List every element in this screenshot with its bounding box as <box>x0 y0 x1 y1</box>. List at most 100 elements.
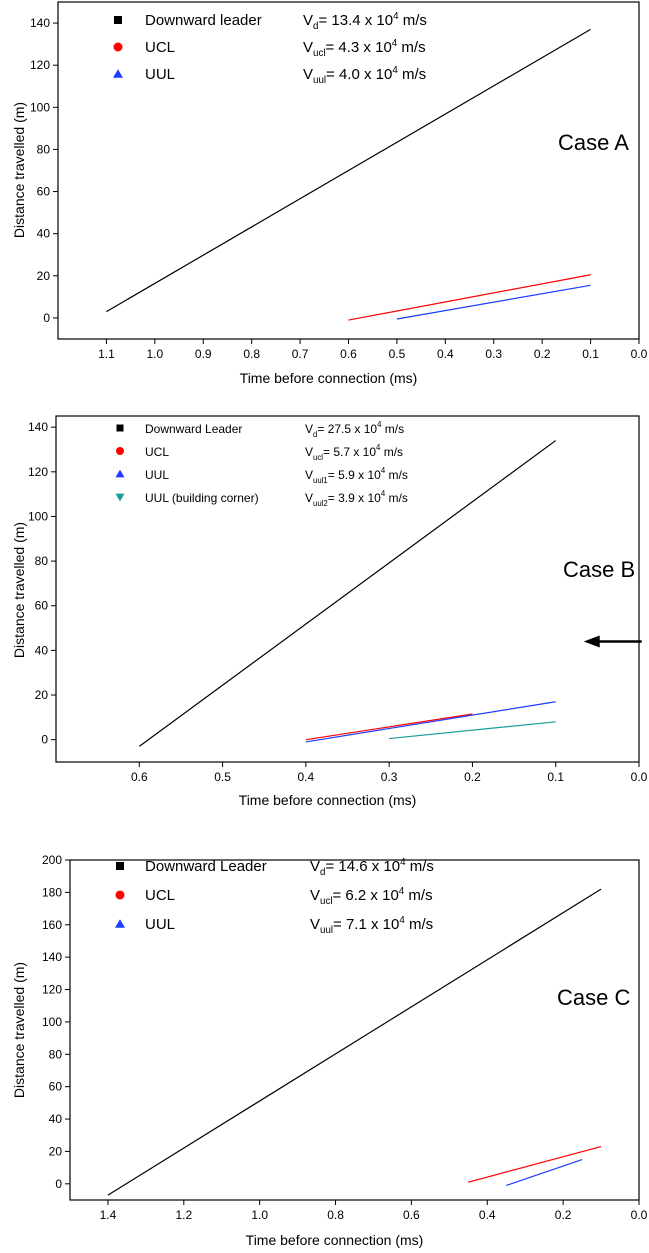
legend-marker <box>113 42 123 52</box>
x-tick-label: 0.5 <box>214 770 231 784</box>
legend-velocity: Vd= 13.4 x 104 m/s <box>303 11 427 32</box>
case-annotation: Case A <box>558 130 629 155</box>
legend-marker <box>116 424 124 432</box>
x-tick-label: 0.6 <box>131 770 148 784</box>
x-tick-label: 0.0 <box>631 1208 648 1222</box>
legend-marker <box>115 493 125 502</box>
x-tick-label: 1.2 <box>175 1208 192 1222</box>
legend-marker <box>113 69 123 78</box>
legend-label: UUL <box>145 66 175 83</box>
series-uul <box>396 284 591 320</box>
fit-line <box>506 1158 583 1186</box>
legend-velocity: Vd= 27.5 x 104 m/s <box>305 420 404 439</box>
legend-label: UUL <box>145 468 169 482</box>
y-tick-label: 80 <box>37 142 51 156</box>
legend-velocity: Vuul1= 5.9 x 104 m/s <box>305 466 408 485</box>
y-tick-label: 20 <box>35 688 49 702</box>
legend-marker <box>116 447 124 455</box>
series-uul <box>506 1158 583 1186</box>
x-tick-label: 0.2 <box>534 347 551 361</box>
x-tick-label: 0.4 <box>479 1208 496 1222</box>
fit-line <box>106 28 591 313</box>
y-tick-label: 80 <box>35 554 49 568</box>
x-tick-label: 1.0 <box>146 347 163 361</box>
chart-panel-3: 1.4 1.2 1.0 0.8 0.6 0.4 0.2 0.0 0 20 40 60 80 100 120 1… <box>11 853 648 1248</box>
legend-velocity: Vucl= 5.7 x 104 m/s <box>305 443 403 462</box>
legend-label: Downward Leader <box>145 422 242 436</box>
legend-label: UUL <box>145 916 175 933</box>
fit-line <box>348 274 591 321</box>
x-tick-label: 0.8 <box>243 347 260 361</box>
x-tick-label: 0.3 <box>381 770 398 784</box>
legend-marker <box>114 16 122 24</box>
x-tick-label: 1.4 <box>100 1208 117 1222</box>
fit-line <box>107 888 602 1196</box>
x-axis-label: Time before connection (ms) <box>246 1232 424 1248</box>
plot-frame <box>55 415 640 763</box>
legend-label: UUL (building corner) <box>145 491 259 505</box>
series-uul <box>305 701 556 743</box>
legend-label: UCL <box>145 39 175 56</box>
x-tick-label: 0.6 <box>340 347 357 361</box>
legend-velocity: Vucl= 4.3 x 104 m/s <box>303 38 426 59</box>
x-tick-label: 0.1 <box>582 347 599 361</box>
y-axis-label: Distance travelled (m) <box>11 522 27 658</box>
y-tick-label: 100 <box>42 1015 62 1029</box>
y-tick-label: 140 <box>42 950 62 964</box>
legend-velocity: Vuul= 4.0 x 104 m/s <box>303 65 426 86</box>
x-tick-label: 0.3 <box>485 347 502 361</box>
fit-line <box>468 1145 602 1183</box>
legend-velocity: Vuul= 7.1 x 104 m/s <box>310 915 433 936</box>
y-tick-label: 40 <box>49 1112 63 1126</box>
legend-velocity: Vucl= 6.2 x 104 m/s <box>310 886 433 907</box>
x-tick-label: 0.1 <box>547 770 564 784</box>
fit-line <box>305 701 556 743</box>
series-downward-leader <box>138 440 557 747</box>
x-tick-label: 0.2 <box>464 770 481 784</box>
x-tick-label: 0.0 <box>631 770 648 784</box>
y-tick-label: 100 <box>28 509 48 523</box>
y-tick-label: 20 <box>49 1144 63 1158</box>
legend-velocity: Vd= 14.6 x 104 m/s <box>310 857 434 878</box>
series-downward-leader <box>107 888 602 1196</box>
fit-line <box>396 284 591 320</box>
y-tick-label: 40 <box>37 227 51 241</box>
y-tick-label: 140 <box>30 16 50 30</box>
fit-line <box>389 721 556 740</box>
legend-label: UCL <box>145 887 175 904</box>
series-downward-leader <box>106 28 591 313</box>
y-tick-label: 120 <box>28 465 48 479</box>
x-tick-label: 0.5 <box>389 347 406 361</box>
y-axis-label: Distance travelled (m) <box>11 102 27 238</box>
y-tick-label: 140 <box>28 420 48 434</box>
x-tick-label: 0.6 <box>403 1208 420 1222</box>
x-tick-label: 1.0 <box>251 1208 268 1222</box>
legend-label: UCL <box>145 445 169 459</box>
y-tick-label: 80 <box>49 1047 63 1061</box>
legend-label: Downward Leader <box>145 858 267 875</box>
plot-frame <box>69 859 640 1201</box>
y-tick-label: 120 <box>42 983 62 997</box>
y-tick-label: 180 <box>42 885 62 899</box>
y-tick-label: 60 <box>49 1080 63 1094</box>
series-uul-building-corner- <box>389 721 556 740</box>
x-tick-label: 0.0 <box>631 347 648 361</box>
legend-velocity: Vuul2= 3.9 x 104 m/s <box>305 489 408 508</box>
chart-panel-2: 0.6 0.5 0.4 0.3 0.2 0.1 0.0 0 20 40 60 80 100 120 140 T… <box>11 415 648 808</box>
y-tick-label: 0 <box>55 1177 62 1191</box>
legend-marker <box>116 862 124 870</box>
legend-marker <box>115 890 125 900</box>
y-tick-label: 0 <box>41 733 48 747</box>
chart-panel-1: 1.1 1.0 0.9 0.8 0.7 0.6 0.5 0.4 0.3 0.2 0.1 0.0 0 20 4… <box>11 1 648 386</box>
x-tick-label: 0.2 <box>555 1208 572 1222</box>
case-annotation: Case C <box>557 985 630 1010</box>
legend-label: Downward leader <box>145 12 262 29</box>
fit-line <box>138 440 557 747</box>
series-ucl <box>468 1145 602 1183</box>
y-axis-label: Distance travelled (m) <box>11 962 27 1098</box>
y-tick-label: 40 <box>35 643 49 657</box>
y-tick-label: 60 <box>37 185 51 199</box>
y-tick-label: 120 <box>30 58 50 72</box>
series-ucl <box>348 274 591 321</box>
